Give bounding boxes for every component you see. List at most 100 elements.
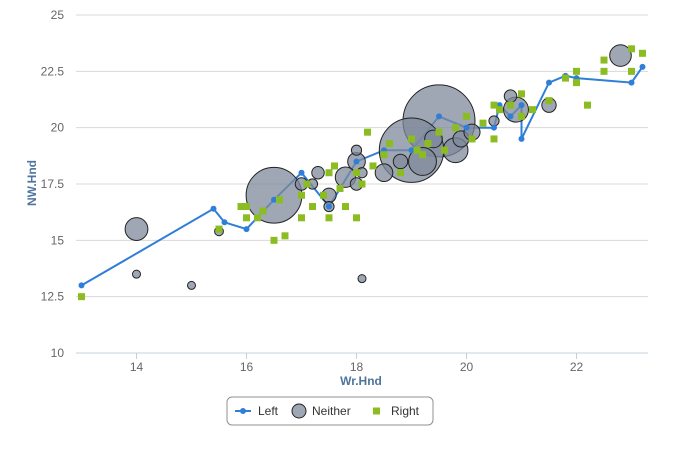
legend-label-neither[interactable]: Neither	[312, 404, 351, 418]
right-point[interactable]	[243, 214, 250, 222]
right-point[interactable]	[353, 169, 360, 177]
right-point[interactable]	[259, 207, 267, 215]
grid-lines	[76, 14, 648, 354]
right-point[interactable]	[419, 151, 426, 159]
left-point[interactable]	[518, 135, 525, 142]
right-point[interactable]	[639, 49, 646, 57]
neither-bubble[interactable]	[392, 153, 409, 170]
right-point[interactable]	[237, 203, 245, 211]
right-point[interactable]	[507, 101, 514, 109]
right-point[interactable]	[78, 293, 85, 301]
right-point[interactable]	[364, 128, 371, 136]
right-point[interactable]	[325, 169, 333, 177]
right-point[interactable]	[408, 135, 415, 143]
left-point[interactable]	[436, 113, 442, 120]
neither-bubble[interactable]	[488, 115, 500, 127]
right-point[interactable]	[303, 180, 311, 188]
y-tick-label: 22.5	[41, 64, 65, 78]
left-point[interactable]	[546, 79, 552, 86]
left-point[interactable]	[271, 196, 277, 203]
left-point[interactable]	[518, 102, 525, 109]
right-point[interactable]	[413, 146, 421, 154]
right-point[interactable]	[254, 214, 261, 222]
right-point[interactable]	[490, 101, 498, 109]
x-tick-label: 14	[130, 360, 144, 374]
neither-bubble[interactable]	[132, 269, 141, 279]
neither-bubble[interactable]	[374, 163, 394, 183]
left-point[interactable]	[491, 124, 497, 131]
legend-right-marker	[373, 407, 380, 415]
right-point[interactable]	[342, 203, 349, 211]
right-point[interactable]	[215, 225, 223, 233]
left-point[interactable]	[639, 63, 646, 70]
y-tick-label: 10	[51, 346, 65, 360]
neither-bubble[interactable]	[124, 217, 149, 241]
left-point[interactable]	[353, 158, 360, 165]
y-tick-label: 17.5	[41, 177, 65, 191]
neither-bubble[interactable]	[357, 274, 367, 284]
right-point[interactable]	[397, 169, 404, 177]
left-point[interactable]	[221, 219, 228, 226]
x-tick-label: 16	[240, 360, 254, 374]
right-point[interactable]	[424, 139, 432, 147]
right-point[interactable]	[325, 214, 333, 222]
right-point[interactable]	[435, 128, 443, 136]
left-point[interactable]	[210, 205, 217, 212]
left-point[interactable]	[463, 124, 470, 131]
right-point[interactable]	[545, 97, 553, 105]
legend: Left Neither Right	[226, 396, 434, 426]
neither-bubble[interactable]	[503, 89, 518, 103]
neither-bubble[interactable]	[609, 44, 632, 67]
right-point[interactable]	[463, 112, 470, 120]
right-point[interactable]	[331, 162, 338, 170]
left-point[interactable]	[507, 113, 514, 120]
right-point[interactable]	[600, 56, 608, 64]
legend-left-marker	[240, 408, 246, 414]
right-point[interactable]	[320, 191, 327, 199]
right-point[interactable]	[298, 191, 305, 199]
right-point[interactable]	[369, 162, 377, 170]
right-point[interactable]	[358, 180, 366, 188]
right-point[interactable]	[496, 106, 503, 114]
right-point[interactable]	[276, 196, 283, 204]
left-point[interactable]	[628, 79, 635, 86]
right-point[interactable]	[468, 135, 476, 143]
right-point[interactable]	[518, 112, 525, 120]
right-point[interactable]	[353, 214, 360, 222]
left-point[interactable]	[408, 147, 415, 154]
y-axis: 10 12.5 15 17.5 20 22.5 25	[41, 8, 65, 360]
right-point[interactable]	[518, 90, 525, 98]
neither-bubble[interactable]	[187, 280, 196, 290]
right-point[interactable]	[281, 232, 289, 240]
right-point[interactable]	[600, 67, 608, 75]
x-axis: 14 16 18 20 22	[76, 352, 648, 374]
right-point[interactable]	[298, 214, 305, 222]
left-point[interactable]	[78, 282, 85, 289]
right-point[interactable]	[270, 236, 278, 244]
legend-label-right[interactable]: Right	[391, 404, 420, 418]
left-point[interactable]	[243, 226, 250, 233]
right-point[interactable]	[628, 67, 635, 75]
right-point[interactable]	[386, 139, 393, 147]
right-point[interactable]	[628, 45, 635, 53]
right-point[interactable]	[243, 203, 250, 211]
right-point[interactable]	[573, 67, 580, 75]
neither-bubble[interactable]	[350, 144, 363, 156]
right-point[interactable]	[490, 135, 498, 143]
right-point[interactable]	[380, 151, 388, 159]
right-point[interactable]	[562, 74, 569, 82]
y-tick-label: 15	[51, 233, 65, 247]
right-point[interactable]	[336, 185, 344, 193]
left-point[interactable]	[298, 169, 305, 176]
right-point[interactable]	[529, 106, 536, 114]
right-point[interactable]	[452, 124, 459, 132]
right-point[interactable]	[479, 119, 487, 127]
neither-bubble[interactable]	[408, 147, 437, 176]
left-point[interactable]	[326, 203, 332, 210]
right-point[interactable]	[573, 79, 580, 87]
legend-label-left[interactable]: Left	[258, 404, 279, 418]
right-point[interactable]	[441, 146, 448, 154]
right-point[interactable]	[584, 101, 591, 109]
neither-bubble[interactable]	[311, 165, 325, 180]
right-point[interactable]	[309, 203, 316, 211]
